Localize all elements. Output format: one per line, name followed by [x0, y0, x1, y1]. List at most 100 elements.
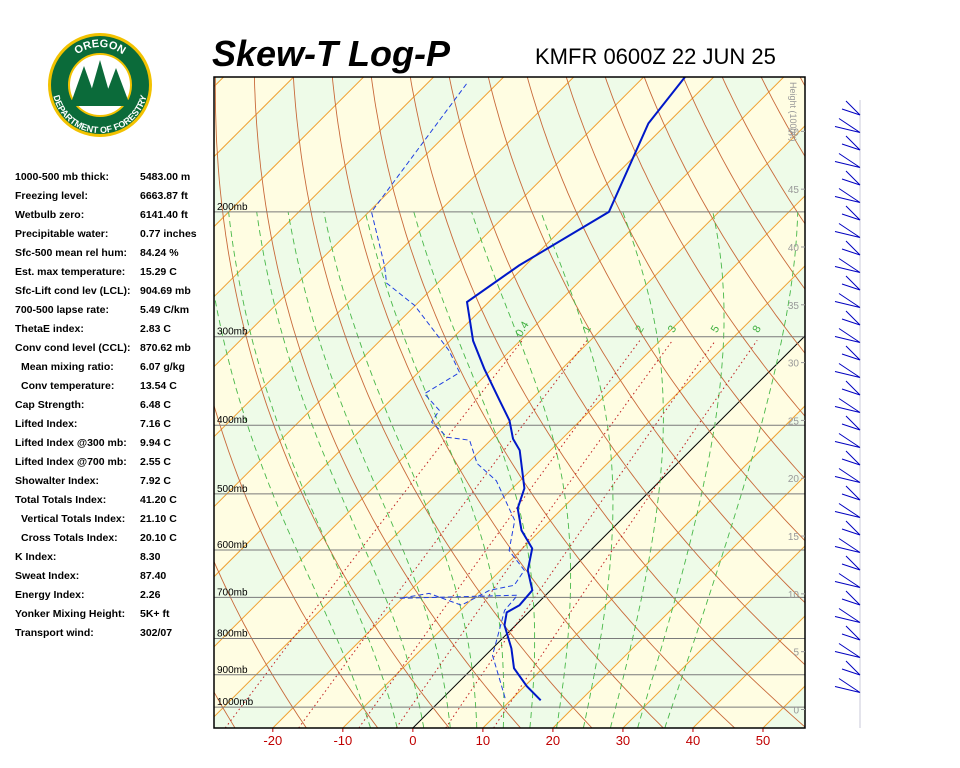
- pressure-label: 300mb: [217, 327, 248, 338]
- wind-barb: [834, 363, 861, 378]
- index-label: Vertical Totals Index:: [21, 513, 125, 525]
- pressure-label: 800mb: [217, 629, 248, 640]
- logo-top: OREGON: [72, 38, 127, 57]
- wind-barb: [841, 205, 861, 221]
- moist-adiabat: [323, 211, 478, 728]
- index-label: Cross Totals Index:: [21, 532, 118, 544]
- index-value: 41.20 C: [140, 494, 177, 506]
- x-tick-label: 0: [409, 733, 416, 748]
- index-value: 6663.87 ft: [140, 190, 188, 202]
- wind-barb: [834, 678, 861, 693]
- pressure-label: 1000mb: [217, 697, 254, 708]
- wind-barb: [834, 118, 861, 133]
- dry-adiabat: [370, 77, 736, 728]
- mixing-ratio-line: [395, 340, 674, 728]
- index-label: Cap Strength:: [15, 399, 84, 411]
- height-label: 30: [788, 359, 800, 370]
- index-label: Conv temperature:: [21, 380, 114, 392]
- wind-barb: [834, 328, 861, 343]
- index-label: Sfc-500 mean rel hum:: [15, 247, 127, 259]
- moist-adiabat: [364, 211, 505, 728]
- dry-adiabat: [643, 77, 805, 354]
- dry-adiabat: [838, 76, 960, 728]
- zero-isotherm: [412, 335, 805, 728]
- index-value: 6.07 g/kg: [140, 361, 185, 373]
- index-label: Est. max temperature:: [15, 266, 125, 278]
- mixing-ratio-line: [445, 340, 717, 728]
- dry-adiabat: [799, 77, 805, 87]
- dry-adiabat: [487, 77, 805, 604]
- temperature-line: [465, 77, 686, 702]
- wind-barb: [834, 223, 861, 238]
- dry-adiabat: [955, 76, 960, 728]
- isotherm: [622, 545, 805, 728]
- wind-barb: [841, 275, 861, 291]
- pressure-label: 200mb: [217, 202, 248, 213]
- index-value: 15.29 C: [140, 266, 177, 278]
- index-value: 870.62 mb: [140, 342, 191, 354]
- wind-barb: [841, 415, 861, 431]
- moist-adiabat: [256, 211, 425, 728]
- temperature-band: [214, 77, 224, 87]
- isotherm: [903, 77, 960, 728]
- mixing-ratio-label: 2: [633, 324, 646, 335]
- wind-barb: [834, 643, 861, 658]
- index-value: 0.77 inches: [140, 228, 197, 240]
- index-label: Sweat Index:: [15, 570, 79, 582]
- dry-adiabat: [214, 560, 307, 728]
- dry-adiabat: [331, 77, 664, 728]
- wind-barb: [841, 485, 861, 501]
- index-value: 5.49 C/km: [140, 304, 189, 316]
- index-label: Lifted Index:: [15, 418, 77, 430]
- index-label: Lifted Index @300 mb:: [15, 437, 127, 449]
- isotherm: [214, 77, 435, 298]
- wind-barb: [834, 468, 861, 483]
- indices-table: 1000-500 mb thick: 5483.00 m Freezing leve…: [15, 171, 197, 639]
- x-tick-label: 40: [686, 733, 700, 748]
- dry-adiabat: [565, 77, 805, 480]
- wind-barb: [834, 188, 861, 203]
- logo-trees: [72, 60, 128, 102]
- wind-barb: [834, 503, 861, 518]
- index-label: Lifted Index @700 mb:: [15, 456, 127, 468]
- index-label: Showalter Index:: [15, 475, 99, 487]
- plot-area: 0.4 1 2 3 5 8: [214, 76, 960, 728]
- x-tick-label: 50: [756, 733, 770, 748]
- index-label: Wetbulb zero:: [15, 209, 84, 221]
- index-value: 904.69 mb: [140, 285, 191, 297]
- temperature-band: [214, 125, 805, 728]
- height-label: 45: [788, 185, 800, 196]
- height-label: 15: [788, 532, 800, 543]
- isotherm: [214, 77, 715, 578]
- isotherm: [482, 405, 805, 728]
- pressure-label: 400mb: [217, 415, 248, 426]
- index-value: 87.40: [140, 570, 166, 582]
- wind-barb: [841, 135, 861, 151]
- index-value: 7.16 C: [140, 418, 171, 430]
- index-value: 2.55 C: [140, 456, 171, 468]
- isotherm: [692, 615, 805, 728]
- wind-barb: [841, 100, 861, 116]
- station: KMFR 0600Z 22 JUN 25: [535, 44, 776, 69]
- wind-barb: [834, 433, 861, 448]
- moist-adiabat: [287, 211, 451, 728]
- wind-barb: [834, 538, 861, 553]
- moist-adiabat: [413, 211, 536, 728]
- wind-barb: [841, 625, 861, 641]
- isotherm: [833, 77, 960, 728]
- moist-adiabat: [609, 211, 664, 728]
- isotherm: [552, 475, 805, 728]
- index-label: ThetaE index:: [15, 323, 84, 335]
- index-label: Precipitable water:: [15, 228, 108, 240]
- x-tick-label: -20: [263, 733, 282, 748]
- x-tick-label: -30: [193, 733, 212, 748]
- index-value: 6.48 C: [140, 399, 171, 411]
- index-value: 13.54 C: [140, 380, 177, 392]
- height-label: 25: [788, 416, 800, 427]
- index-label: K Index:: [15, 551, 56, 563]
- wind-barbs: [834, 100, 861, 728]
- temperature-band: [903, 77, 960, 728]
- isotherm: [214, 77, 505, 368]
- wind-barb: [841, 170, 861, 186]
- dry-adiabat: [448, 77, 805, 666]
